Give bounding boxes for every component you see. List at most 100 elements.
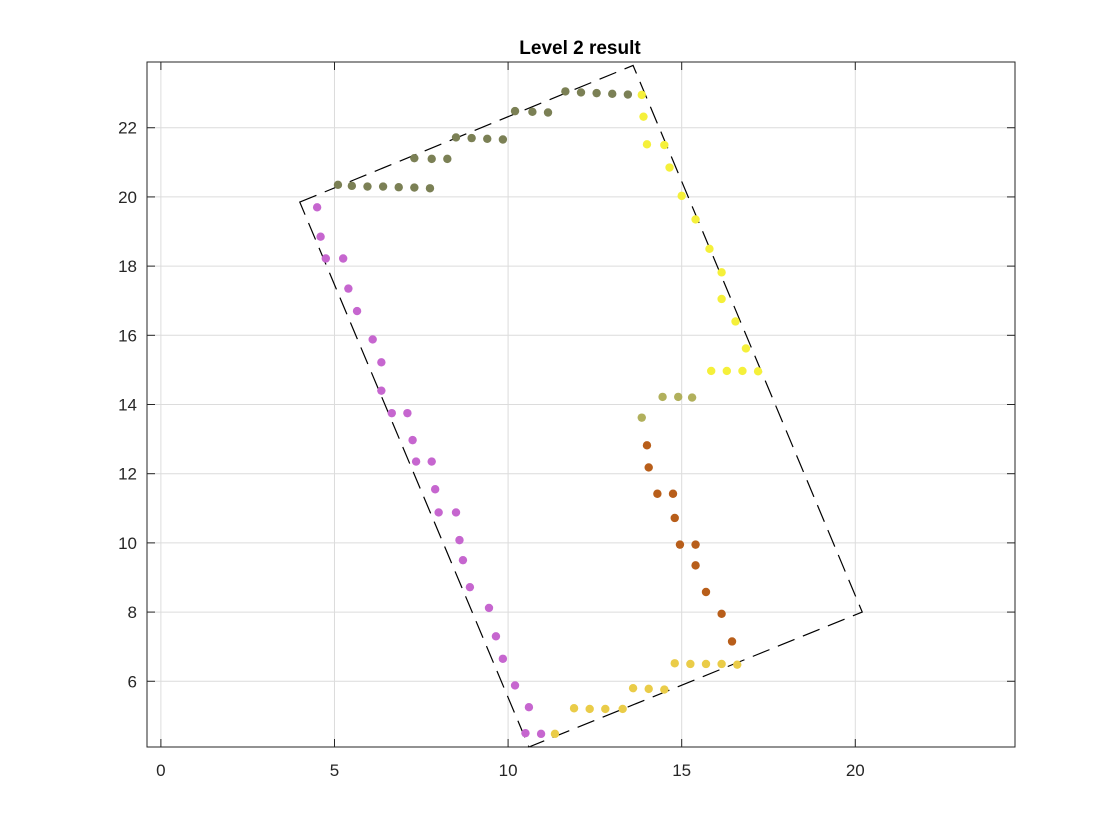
x-tick-label: 20 bbox=[846, 761, 865, 780]
data-point bbox=[670, 513, 679, 523]
data-point bbox=[377, 358, 386, 367]
data-point bbox=[491, 632, 501, 641]
data-point bbox=[484, 603, 494, 613]
dashed-boundary bbox=[298, 64, 864, 748]
data-points bbox=[312, 87, 763, 739]
series-2 bbox=[637, 392, 697, 422]
data-point bbox=[628, 683, 638, 693]
series-5 bbox=[312, 203, 546, 739]
y-tick-label: 6 bbox=[128, 672, 137, 691]
data-point bbox=[658, 392, 667, 402]
data-point bbox=[733, 660, 742, 669]
data-point bbox=[467, 133, 476, 143]
data-point bbox=[665, 163, 674, 172]
data-point bbox=[707, 366, 716, 376]
data-point bbox=[451, 508, 461, 517]
data-point bbox=[674, 392, 683, 402]
data-point bbox=[691, 540, 700, 549]
data-point bbox=[425, 184, 435, 193]
data-point bbox=[410, 183, 419, 192]
data-point bbox=[642, 140, 652, 149]
data-point bbox=[623, 90, 633, 99]
data-point bbox=[443, 154, 452, 164]
data-point bbox=[701, 587, 711, 597]
plot-area: 0 5 10 15 20 6 8 10 12 14 16 18 20 22 bbox=[118, 61, 1016, 780]
data-point bbox=[510, 681, 520, 690]
data-point bbox=[670, 659, 679, 668]
data-point bbox=[434, 508, 443, 517]
data-point bbox=[347, 181, 357, 191]
data-point bbox=[333, 180, 343, 190]
data-point bbox=[601, 704, 610, 714]
data-point bbox=[592, 88, 601, 98]
grid-lines bbox=[147, 62, 1015, 747]
data-point bbox=[524, 703, 534, 712]
data-point bbox=[427, 457, 436, 466]
data-point bbox=[352, 306, 362, 316]
data-point bbox=[608, 89, 617, 99]
data-point bbox=[312, 203, 322, 212]
data-point bbox=[722, 366, 732, 376]
data-point bbox=[639, 112, 648, 121]
data-point bbox=[465, 582, 475, 592]
boundary-polygon bbox=[298, 64, 864, 748]
data-point bbox=[569, 704, 579, 713]
series-3 bbox=[642, 441, 737, 646]
data-point bbox=[653, 489, 662, 498]
data-point bbox=[717, 268, 726, 277]
data-point bbox=[550, 729, 560, 739]
data-point bbox=[387, 408, 396, 418]
data-point bbox=[576, 88, 586, 97]
series-4 bbox=[550, 659, 742, 739]
data-point bbox=[675, 540, 685, 549]
data-point bbox=[316, 232, 325, 241]
data-point bbox=[731, 317, 740, 326]
data-point bbox=[528, 107, 537, 117]
data-point bbox=[344, 284, 353, 293]
axis-ticks: 0 5 10 15 20 6 8 10 12 14 16 18 20 22 bbox=[118, 62, 1015, 780]
data-point bbox=[691, 215, 700, 224]
data-point bbox=[543, 108, 553, 117]
data-point bbox=[717, 294, 726, 304]
data-point bbox=[644, 463, 653, 472]
x-tick-label: 10 bbox=[499, 761, 518, 780]
data-point bbox=[642, 441, 652, 450]
data-point bbox=[368, 335, 377, 344]
data-point bbox=[427, 154, 436, 164]
y-tick-label: 12 bbox=[118, 465, 137, 484]
series-1 bbox=[637, 90, 763, 376]
data-point bbox=[458, 555, 468, 565]
x-tick-label: 15 bbox=[672, 761, 691, 780]
y-tick-label: 16 bbox=[118, 326, 137, 345]
data-point bbox=[637, 90, 646, 100]
y-tick-label: 22 bbox=[118, 119, 137, 138]
y-tick-label: 18 bbox=[118, 257, 137, 276]
data-point bbox=[660, 140, 669, 150]
data-point bbox=[321, 254, 331, 263]
data-point bbox=[408, 435, 417, 445]
data-point bbox=[498, 654, 508, 663]
data-point bbox=[378, 182, 388, 191]
data-point bbox=[738, 366, 747, 376]
data-point bbox=[753, 367, 763, 376]
data-point bbox=[483, 134, 492, 144]
data-point bbox=[403, 408, 412, 418]
data-point bbox=[668, 489, 678, 498]
y-tick-label: 10 bbox=[118, 534, 137, 553]
data-point bbox=[410, 153, 419, 163]
data-point bbox=[498, 135, 508, 144]
data-point bbox=[677, 191, 686, 201]
data-point bbox=[691, 561, 700, 570]
data-point bbox=[618, 704, 627, 714]
data-point bbox=[510, 106, 520, 116]
data-point bbox=[705, 244, 714, 254]
x-tick-label: 5 bbox=[330, 761, 339, 780]
data-point bbox=[561, 87, 570, 96]
data-point bbox=[536, 729, 546, 739]
data-point bbox=[363, 182, 372, 191]
data-point bbox=[338, 254, 348, 263]
data-point bbox=[521, 728, 530, 738]
y-tick-label: 20 bbox=[118, 188, 137, 207]
data-point bbox=[377, 386, 386, 395]
